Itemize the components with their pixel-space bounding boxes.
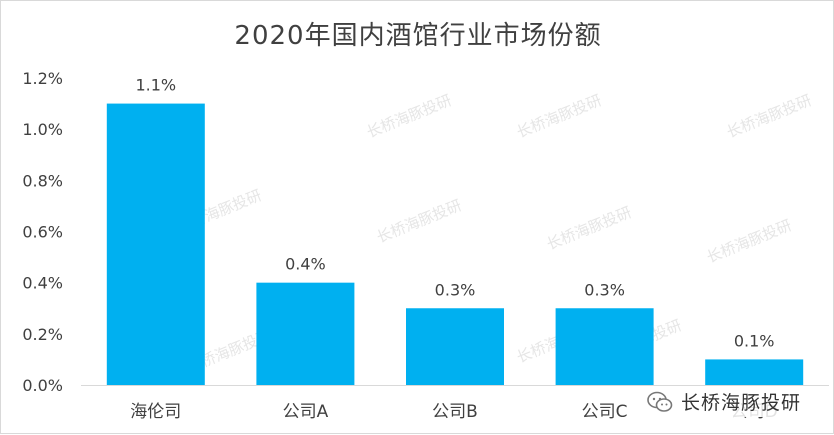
watermark-text: 长桥海豚投研 (724, 91, 814, 141)
y-tick-label: 0.6% (22, 223, 63, 242)
y-axis: 0.0% 0.2% 0.4% 0.6% 0.8% 1.0% 1.2% (22, 69, 63, 395)
x-axis: 海伦司公司A公司B公司C公司D (81, 385, 829, 422)
watermark-text: 长桥海豚投研 (374, 196, 464, 246)
watermark-text: 长桥海豚投研 (544, 203, 634, 253)
brand-badge: 长桥海豚投研 (640, 386, 807, 417)
data-labels: 1.1% 0.4% 0.3% 0.3% 0.1% (135, 76, 774, 351)
x-category-label: 海伦司 (130, 402, 181, 422)
bar (406, 308, 504, 385)
x-category-label: 公司A (283, 402, 329, 422)
y-tick-label: 1.0% (22, 120, 63, 139)
bar (256, 282, 355, 385)
y-tick-label: 0.4% (22, 274, 63, 293)
wechat-icon (647, 391, 673, 412)
y-tick-label: 0.2% (22, 325, 63, 344)
watermark-text: 长桥海豚投研 (514, 91, 604, 141)
chart-title: 2020年国内酒馆行业市场份额 (234, 21, 602, 51)
data-label: 0.3% (435, 280, 476, 299)
watermark-text: 长桥海豚投研 (704, 216, 794, 266)
brand-name: 长桥海豚投研 (680, 392, 801, 414)
bar (106, 103, 205, 385)
y-tick-label: 0.0% (22, 376, 63, 395)
data-label: 0.3% (584, 280, 625, 299)
bar (705, 359, 804, 385)
watermark-text: 长桥海豚投研 (364, 91, 454, 141)
y-tick-label: 1.2% (22, 69, 63, 88)
bars (106, 103, 804, 385)
data-label: 0.1% (734, 331, 775, 350)
x-category-label: 公司C (582, 402, 628, 422)
bar (555, 308, 654, 385)
y-tick-label: 0.8% (22, 171, 63, 190)
data-label: 0.4% (285, 255, 326, 274)
data-label: 1.1% (135, 76, 176, 95)
x-category-label: 公司B (432, 402, 478, 422)
